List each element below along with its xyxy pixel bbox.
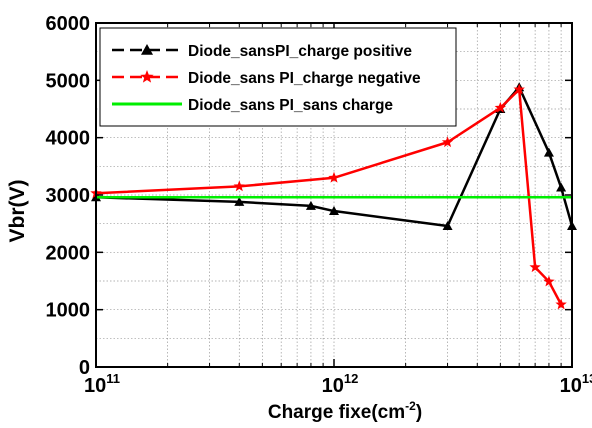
y-tick-label: 5000 xyxy=(46,70,91,92)
triangle-marker xyxy=(544,148,554,157)
x-tick-label-exponent: 11 xyxy=(106,371,120,386)
x-axis-label-superscript: -2 xyxy=(405,399,416,413)
x-tick-label-exponent: 12 xyxy=(344,371,358,386)
triangle-marker xyxy=(556,183,566,192)
x-tick-label: 1013 xyxy=(560,371,592,397)
legend-label: Diode_sansPI_charge positive xyxy=(188,43,412,60)
x-axis-label: Charge fixe(cm-2) xyxy=(268,399,422,423)
y-tick-label: 6000 xyxy=(46,13,91,35)
legend-label: Diode_sans PI_sans charge xyxy=(188,97,393,114)
legend: Diode_sansPI_charge positive Diode_sans P… xyxy=(100,28,456,126)
star-marker xyxy=(234,180,245,191)
x-axis-label-suffix: ) xyxy=(416,402,422,423)
y-tick-label: 1000 xyxy=(46,300,91,322)
y-tick-label: 3000 xyxy=(46,185,91,207)
y-tick-label: 2000 xyxy=(46,242,91,264)
x-tick-label: 1012 xyxy=(322,371,359,397)
legend-label: Diode_sans PI_charge negative xyxy=(188,70,421,87)
y-axis-label: Vbr(V) xyxy=(6,180,29,243)
x-tick-label: 1011 xyxy=(84,371,120,397)
y-tick-label: 4000 xyxy=(46,128,91,150)
x-tick-label-exponent: 13 xyxy=(582,371,592,386)
